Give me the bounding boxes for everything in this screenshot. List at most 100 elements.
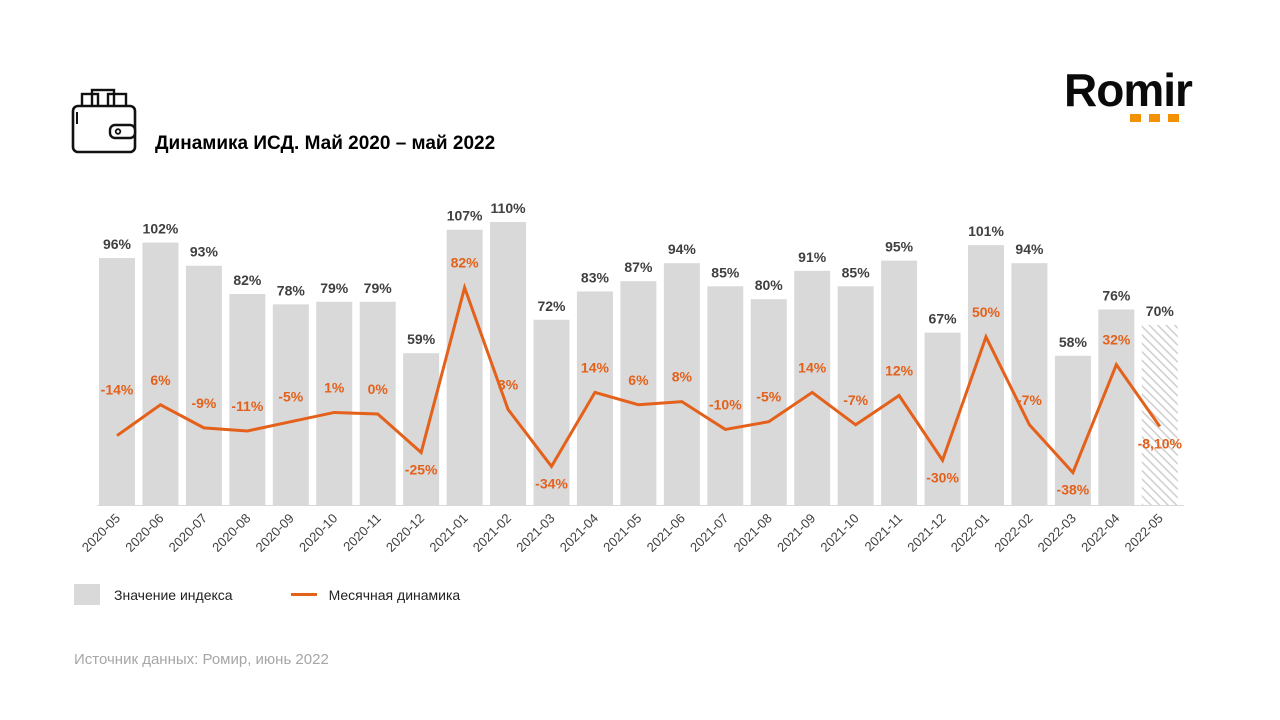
bar: [490, 222, 527, 505]
legend-bar-swatch: [74, 584, 100, 605]
line-value-label: 6%: [150, 372, 171, 388]
line-value-label: 50%: [972, 304, 1001, 320]
bar-value-label: 79%: [320, 280, 349, 296]
legend: Значение индекса Месячная динамика: [74, 584, 460, 605]
line-value-label: -7%: [1017, 392, 1042, 408]
bar-value-label: 70%: [1146, 303, 1175, 319]
x-tick-label: 2021-03: [513, 511, 557, 555]
line-value-label: -38%: [1057, 482, 1090, 498]
bar: [837, 286, 874, 505]
x-tick-label: 2021-12: [904, 511, 948, 555]
bar-value-label: 85%: [711, 264, 740, 280]
bar: [663, 263, 700, 505]
x-tick-label: 2020-05: [79, 511, 123, 555]
bar-value-label: 94%: [1015, 241, 1044, 257]
legend-line-label: Месячная динамика: [328, 586, 461, 603]
legend-line-swatch: [290, 593, 317, 596]
bar-value-label: 78%: [277, 282, 306, 298]
line-value-label: -5%: [278, 389, 303, 405]
bar: [1011, 263, 1048, 505]
x-tick-label: 2021-08: [731, 511, 775, 555]
line-value-label: 32%: [1102, 332, 1131, 348]
line-value-label: -11%: [231, 398, 263, 414]
x-tick-label: 2021-01: [426, 511, 470, 555]
source-note: Источник данных: Ромир, июнь 2022: [74, 651, 329, 668]
x-tick-label: 2020-06: [122, 511, 166, 555]
x-tick-label: 2020-08: [209, 511, 253, 555]
x-tick-label: 2021-11: [862, 511, 906, 555]
bar: [359, 301, 396, 505]
line-value-label: -14%: [101, 382, 134, 398]
bar-value-label: 101%: [968, 223, 1004, 239]
x-tick-label: 2022-03: [1035, 511, 1079, 555]
wallet-icon: [71, 88, 137, 154]
x-tick-label: 2021-05: [600, 511, 644, 555]
line-value-label: 3%: [498, 376, 519, 392]
x-tick-label: 2021-04: [557, 511, 601, 555]
bar-value-label: 83%: [581, 269, 610, 285]
bar-value-label: 82%: [233, 272, 262, 288]
line-value-label: -34%: [535, 475, 568, 491]
bar: [1054, 355, 1091, 505]
logo-text: Romir: [1064, 64, 1193, 116]
bar: [620, 281, 657, 505]
line-value-label: -30%: [926, 469, 959, 485]
romir-logo: Romir: [1064, 66, 1214, 126]
bar: [142, 242, 179, 505]
legend-bar-label: Значение индекса: [114, 586, 233, 603]
x-tick-label: 2020-11: [340, 511, 384, 555]
logo-dots: [1130, 114, 1179, 122]
bar-value-label: 87%: [624, 259, 653, 275]
x-tick-label: 2022-05: [1122, 511, 1166, 555]
line-value-label: -7%: [843, 392, 868, 408]
line-value-label: 82%: [451, 255, 480, 271]
bar: [794, 270, 831, 505]
bar: [924, 332, 961, 505]
line-value-label: 8%: [672, 369, 693, 385]
line-value-label: 1%: [324, 379, 345, 395]
bar-value-label: 80%: [755, 277, 784, 293]
bar-value-label: 58%: [1059, 334, 1088, 350]
bar-value-label: 107%: [447, 208, 483, 224]
bar-value-label: 95%: [885, 239, 914, 255]
bar-value-label: 67%: [929, 311, 958, 327]
line-value-label: -25%: [405, 462, 438, 478]
bar: [750, 299, 787, 505]
bar: [576, 291, 613, 505]
bar: [881, 260, 918, 505]
x-tick-label: 2021-06: [644, 511, 688, 555]
bar-value-label: 76%: [1102, 287, 1131, 303]
bar-value-label: 72%: [537, 298, 566, 314]
line-monthly-change: [116, 282, 1162, 476]
line-value-label: 0%: [368, 381, 389, 397]
line-value-label: -9%: [191, 395, 216, 411]
bar-value-label: 110%: [491, 200, 527, 216]
line-value-label: -8,10%: [1138, 435, 1183, 451]
line-value-label: 12%: [885, 363, 914, 379]
bar: [446, 229, 483, 505]
line-value-label: 14%: [581, 359, 610, 375]
line-value-label: 14%: [798, 359, 827, 375]
x-tick-label: 2020-09: [253, 511, 297, 555]
bar-value-label: 85%: [842, 264, 871, 280]
bar-value-label: 59%: [407, 331, 436, 347]
line-value-label: -10%: [709, 396, 742, 412]
x-tick-label: 2022-01: [948, 511, 992, 555]
x-tick-label: 2021-02: [470, 511, 514, 555]
bar-forecast: [1141, 324, 1178, 505]
page-title: Динамика ИСД. Май 2020 – май 2022: [155, 133, 496, 154]
x-tick-label: 2021-09: [774, 511, 818, 555]
bar: [403, 353, 440, 505]
bar: [185, 265, 222, 505]
x-tick-label: 2020-12: [383, 511, 427, 555]
bar: [99, 258, 135, 505]
bar: [272, 304, 309, 505]
bar-value-label: 93%: [190, 244, 219, 260]
line-value-label: 6%: [628, 372, 649, 388]
bar: [707, 286, 744, 505]
x-tick-label: 2020-10: [296, 511, 340, 555]
bar-value-label: 91%: [798, 249, 827, 265]
x-tick-label: 2021-07: [687, 511, 731, 555]
line-value-label: -5%: [756, 389, 781, 405]
